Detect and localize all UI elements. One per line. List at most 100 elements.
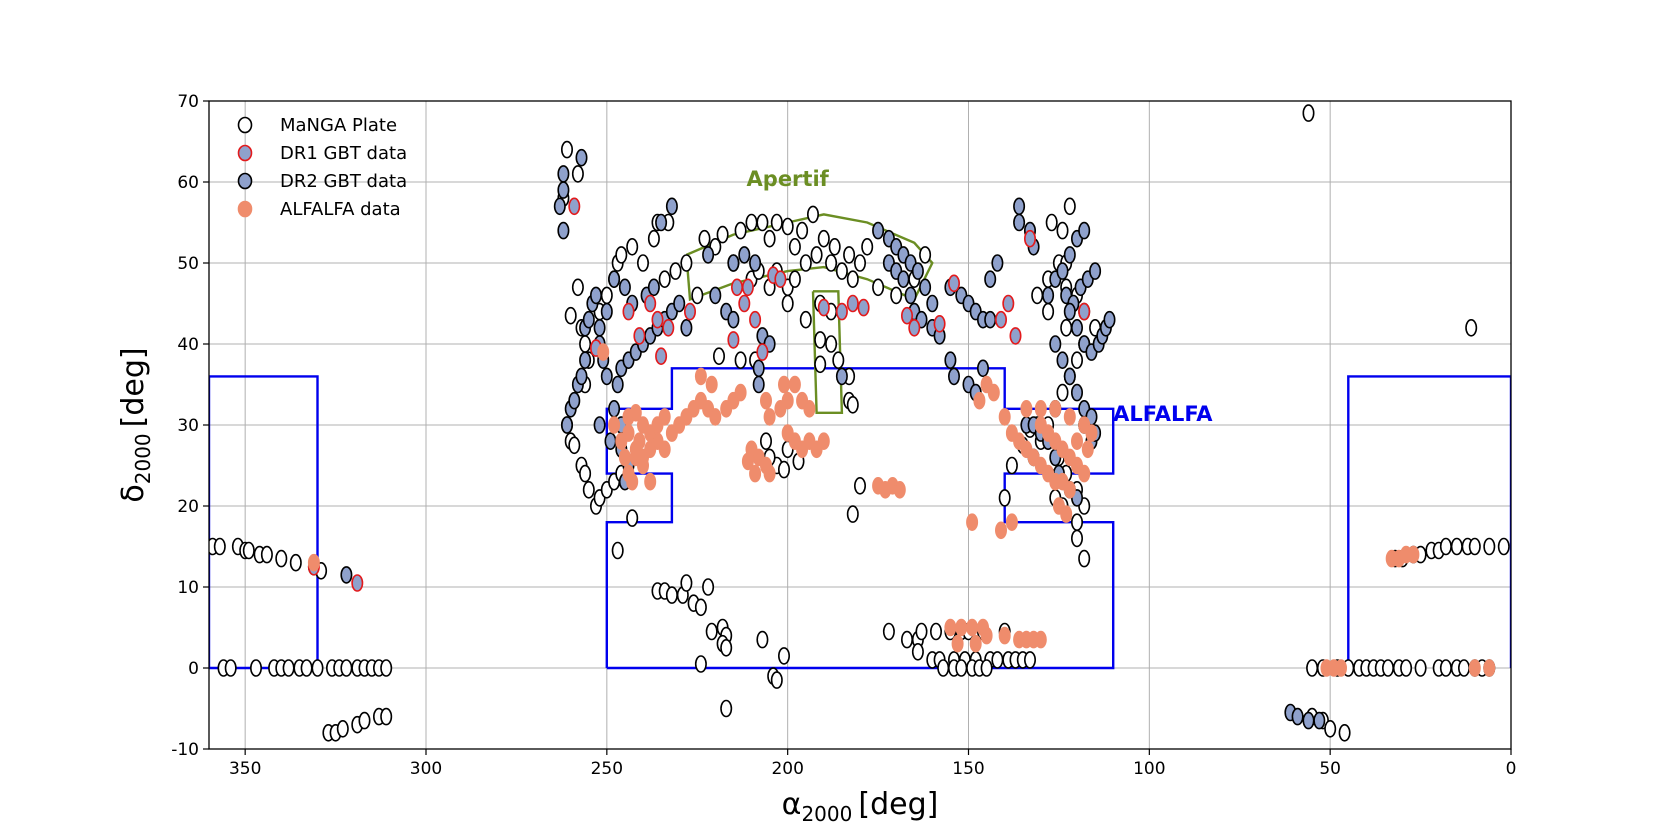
legend-marker-manga-plate [237, 116, 253, 134]
dr1-gbt-data-point [749, 310, 762, 329]
dr2-gbt-data-point [1103, 310, 1116, 329]
dr2-gbt-data-point [1089, 262, 1102, 280]
dr1-gbt-data-point [1078, 302, 1091, 321]
alfalfa-data-point [759, 391, 772, 410]
manga-plate-point [242, 541, 255, 560]
dr2-gbt-data-point [1056, 351, 1069, 370]
manga-plate-point [1382, 659, 1395, 677]
dr2-gbt-data-point [749, 254, 762, 272]
dr2-gbt-data-point [340, 566, 353, 584]
manga-plate-point [734, 221, 747, 240]
dr2-gbt-data-point [947, 367, 960, 386]
manga-plate-point [734, 351, 747, 370]
dr2-gbt-data-point [1049, 335, 1062, 353]
manga-plate-point [777, 460, 790, 479]
dr2-gbt-data-point [568, 391, 581, 410]
manga-plate-point [1338, 723, 1351, 742]
dr2-gbt-data-point [1042, 286, 1055, 305]
manga-plate-point [1483, 537, 1496, 556]
alfalfa-data-point [629, 403, 642, 422]
manga-plate-point [691, 286, 704, 305]
alfalfa-data-point [1060, 505, 1073, 523]
manga-plate-point [260, 545, 273, 564]
alfalfa-data-point [966, 618, 979, 637]
dr2-gbt-data-point [1063, 302, 1076, 321]
dr2-gbt-data-point [553, 197, 566, 216]
manga-plate-point [777, 647, 790, 665]
manga-plate-point [998, 489, 1011, 507]
dr1-gbt-data-point [835, 302, 848, 321]
legend-label-alfalfa-data: ALFALFA data [280, 199, 401, 220]
alfalfa-data-point [763, 408, 776, 426]
alfalfa-data-point [1078, 464, 1091, 483]
alfalfa-data-point [987, 383, 1000, 402]
dr2-gbt-data-point [1013, 197, 1026, 216]
manga-plate-point [846, 270, 859, 289]
manga-plate-point [846, 395, 859, 414]
dr2-gbt-data-point [984, 310, 997, 329]
dr2-gbt-data-point [665, 197, 678, 216]
dr2-gbt-data-point [647, 278, 660, 297]
dr2-gbt-data-point [835, 367, 848, 386]
x-tick-label: 250 [591, 759, 623, 779]
alfalfa-data-point [955, 618, 968, 637]
dr2-gbt-data-point [702, 246, 715, 264]
manga-plate-point [781, 217, 794, 236]
alfalfa-data-point [1034, 399, 1047, 418]
manga-plate-point [694, 655, 707, 673]
x-tick-label: 350 [229, 759, 261, 779]
manga-plate-point [929, 622, 942, 641]
alfalfa-data-point [944, 618, 957, 637]
manga-plate-point [658, 270, 671, 289]
dr2-gbt-data-point [926, 294, 939, 313]
manga-plate-point [680, 254, 693, 272]
alfalfa-data-point [622, 424, 635, 442]
manga-plate-point [781, 294, 794, 313]
dr2-gbt-data-point [1313, 711, 1326, 730]
manga-plate-point [340, 659, 353, 677]
manga-plate-point [853, 476, 866, 495]
manga-plate-point [814, 331, 827, 349]
manga-plate-point [380, 659, 393, 677]
manga-plate-point [825, 335, 838, 353]
manga-plate-point [835, 262, 848, 280]
manga-plate-point [712, 347, 725, 366]
alfalfa-data-point [658, 408, 671, 426]
alfalfa-data-point [951, 634, 964, 653]
dr1-gbt-data-point [947, 274, 960, 293]
manga-plate-point [806, 205, 819, 224]
y-tick-label: 20 [177, 497, 199, 517]
manga-plate-point [1060, 318, 1073, 337]
dr1-gbt-data-point [817, 298, 830, 317]
x-tick-label: 100 [1133, 759, 1165, 779]
manga-plate-point [1063, 197, 1076, 216]
manga-plate-point [1045, 213, 1058, 232]
axis-ticks: 350 300 250 200 150 100 50 0 -10 0 10 20 30 40 50 60 70 [171, 92, 1516, 779]
dr2-gbt-data-point [1071, 318, 1084, 337]
manga-plate-point [647, 229, 660, 248]
dr2-gbt-data-point [872, 221, 885, 240]
dr2-gbt-data-point [608, 399, 621, 418]
dr1-gbt-data-point [908, 318, 921, 337]
dr2-gbt-data-point [991, 254, 1004, 272]
dr2-gbt-data-point [673, 294, 686, 313]
manga-plate-point [900, 630, 913, 649]
manga-plate-point [890, 286, 903, 305]
manga-plate-point [1414, 659, 1427, 677]
alfalfa-data-point [1407, 545, 1420, 564]
manga-plate-point [955, 659, 968, 677]
dr2-gbt-data-point [752, 359, 765, 378]
manga-plate-point [300, 659, 313, 677]
manga-plate-point [788, 270, 801, 289]
dr1-gbt-data-point [655, 347, 668, 366]
manga-plate-point [568, 436, 581, 455]
alfalfa-data-point [994, 521, 1007, 540]
alfalfa-data-point [1063, 408, 1076, 426]
manga-plate-point [937, 659, 950, 677]
alfalfa-data-point [1081, 440, 1094, 459]
alfalfa-data-point [749, 464, 762, 483]
alfalfa-region-outline [209, 375, 319, 670]
apertif-annotation: Apertif [747, 167, 830, 191]
alfalfa-data-point [709, 408, 722, 426]
